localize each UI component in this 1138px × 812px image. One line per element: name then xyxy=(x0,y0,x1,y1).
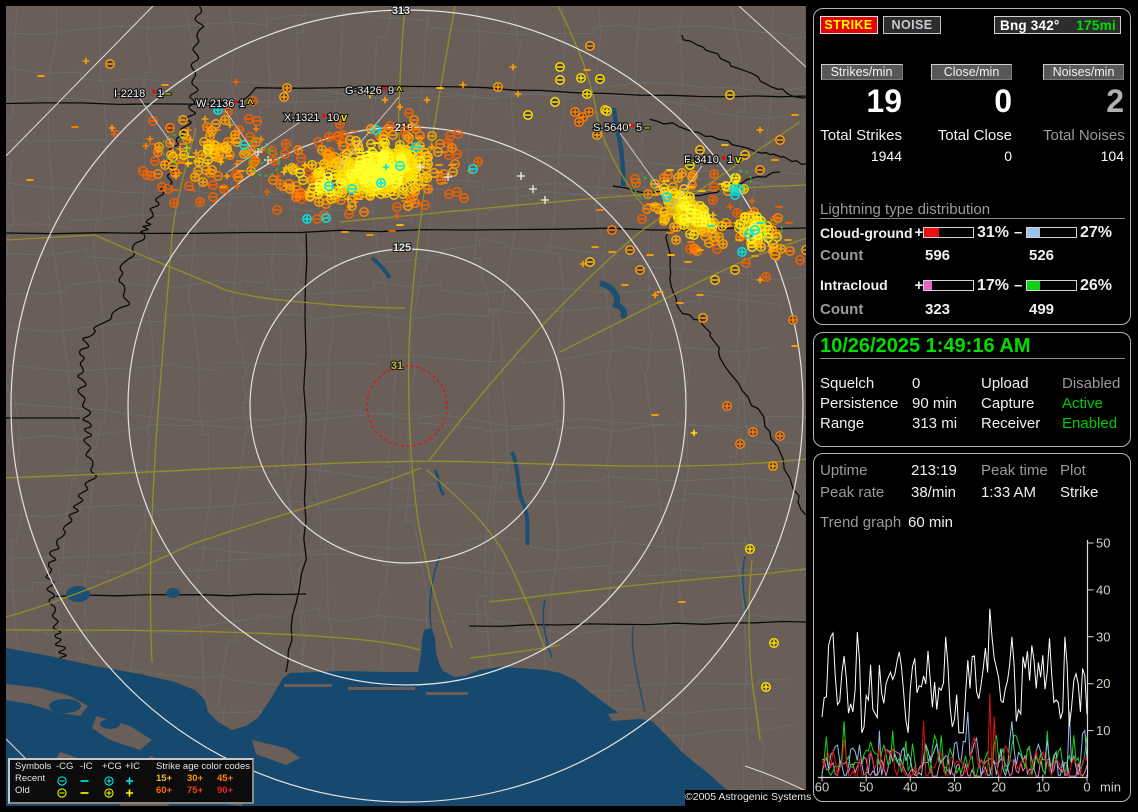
svg-text:X-1321: X-1321 xyxy=(284,112,319,124)
svg-text:60: 60 xyxy=(815,780,829,795)
svg-text:^: ^ xyxy=(396,85,403,97)
svg-text:50: 50 xyxy=(859,780,873,795)
svg-text:5: 5 xyxy=(636,122,642,134)
svg-text:I-2218: I-2218 xyxy=(114,88,145,100)
svg-text:10: 10 xyxy=(1096,723,1110,738)
svg-text:F-3410: F-3410 xyxy=(684,154,719,166)
svg-text:v: v xyxy=(735,154,742,166)
svg-text:30: 30 xyxy=(1096,629,1110,644)
svg-text:–: – xyxy=(644,122,650,134)
svg-text:9: 9 xyxy=(388,85,394,97)
svg-text:min: min xyxy=(1100,780,1121,795)
svg-text:50: 50 xyxy=(1096,536,1110,551)
svg-text:^: ^ xyxy=(247,98,254,110)
svg-text:1: 1 xyxy=(157,88,163,100)
svg-text:40: 40 xyxy=(903,780,917,795)
svg-text:0: 0 xyxy=(1083,780,1090,795)
svg-text:S-5640: S-5640 xyxy=(593,122,628,134)
svg-text:20: 20 xyxy=(1096,676,1110,691)
svg-text:125: 125 xyxy=(393,242,411,254)
svg-text:30: 30 xyxy=(947,780,961,795)
svg-text:1: 1 xyxy=(727,154,733,166)
svg-text:313: 313 xyxy=(392,6,410,17)
svg-text:v: v xyxy=(341,112,348,124)
svg-text:G-3426: G-3426 xyxy=(345,85,382,97)
svg-text:–: – xyxy=(165,88,171,100)
svg-text:40: 40 xyxy=(1096,582,1110,597)
svg-text:31: 31 xyxy=(391,360,403,372)
svg-text:1: 1 xyxy=(239,98,245,110)
svg-text:10: 10 xyxy=(327,112,339,124)
svg-text:20: 20 xyxy=(991,780,1005,795)
svg-text:10: 10 xyxy=(1036,780,1050,795)
svg-text:W-2136: W-2136 xyxy=(196,98,234,110)
